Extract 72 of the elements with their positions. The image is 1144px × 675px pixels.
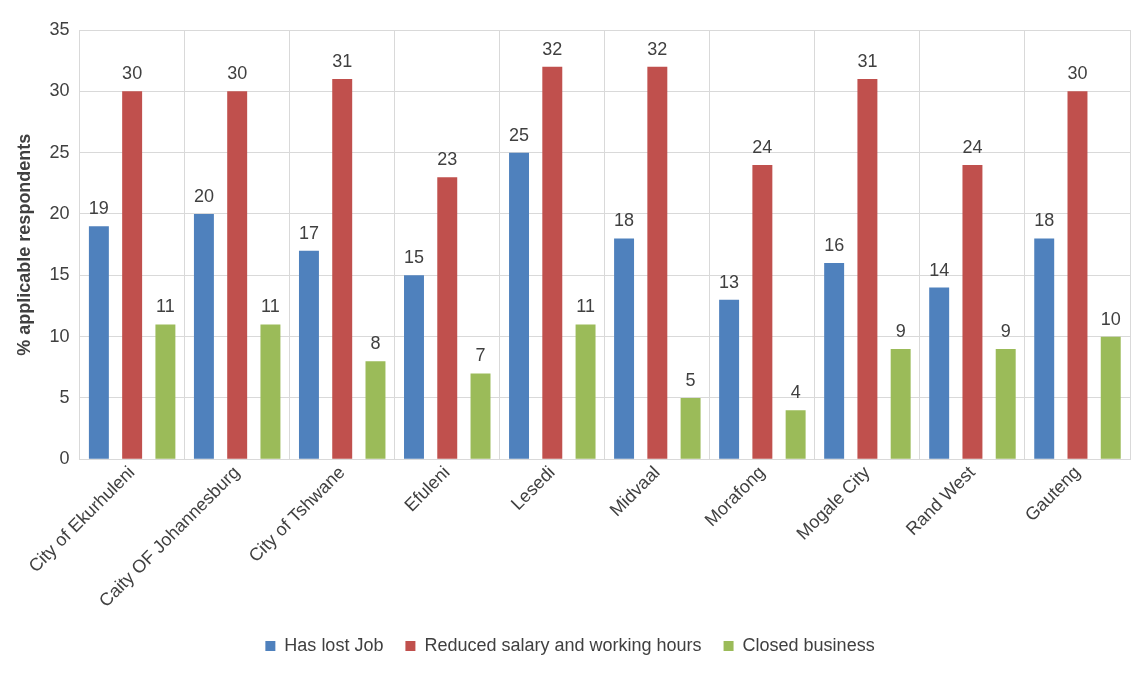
data-label: 19 xyxy=(88,198,109,219)
bar xyxy=(890,348,911,459)
bar xyxy=(680,397,701,459)
bar xyxy=(193,213,214,459)
data-label: 7 xyxy=(475,345,486,366)
y-tick-label: 20 xyxy=(49,202,70,223)
bar xyxy=(122,91,143,459)
y-tick-label: 25 xyxy=(49,141,70,162)
data-label: 8 xyxy=(370,333,381,354)
bar xyxy=(857,79,878,459)
bar xyxy=(995,348,1016,459)
bar xyxy=(88,226,109,459)
legend-label: Closed business xyxy=(742,634,875,655)
data-label: 5 xyxy=(685,369,696,390)
bar xyxy=(404,275,424,459)
bar xyxy=(752,164,773,459)
bar xyxy=(785,410,806,459)
bar xyxy=(470,373,491,459)
y-tick-label: 30 xyxy=(49,80,70,101)
data-label: 11 xyxy=(576,296,595,317)
data-label: 18 xyxy=(1034,210,1055,231)
data-label: 10 xyxy=(1100,308,1121,329)
bar xyxy=(1067,91,1088,459)
bar xyxy=(614,238,635,459)
data-label: 9 xyxy=(1000,320,1011,341)
data-label: 16 xyxy=(824,235,845,256)
y-tick-label: 35 xyxy=(49,18,70,39)
data-label: 17 xyxy=(298,222,319,243)
data-label: 24 xyxy=(752,136,773,157)
bar xyxy=(227,91,248,459)
bar xyxy=(542,66,563,459)
data-label: 25 xyxy=(509,124,530,145)
data-label: 4 xyxy=(790,382,801,403)
data-label: 9 xyxy=(895,320,906,341)
bar xyxy=(719,299,740,459)
data-label: 24 xyxy=(962,136,983,157)
data-label: 18 xyxy=(614,210,635,231)
data-label: 13 xyxy=(719,271,740,292)
bar xyxy=(929,287,950,459)
y-axis-title: % applicable respondents xyxy=(13,133,34,356)
y-tick-label: 15 xyxy=(49,264,70,285)
data-label: 15 xyxy=(403,247,425,268)
y-tick-label: 5 xyxy=(59,386,70,407)
data-label: 32 xyxy=(542,38,563,59)
bar xyxy=(155,324,176,459)
bar xyxy=(962,164,983,459)
bar xyxy=(1034,238,1055,459)
y-tick-label: 10 xyxy=(49,325,70,346)
bar xyxy=(437,177,458,459)
data-label: 23 xyxy=(437,149,458,170)
data-label: 11 xyxy=(156,296,175,317)
data-label: 31 xyxy=(332,51,353,72)
data-label: 20 xyxy=(193,185,214,206)
legend-label: Has lost Job xyxy=(284,634,384,655)
bar xyxy=(575,324,596,459)
data-label: 30 xyxy=(122,63,143,84)
bar xyxy=(1100,336,1121,459)
bar xyxy=(365,361,386,459)
legend-label: Reduced salary and working hours xyxy=(424,634,702,655)
bar xyxy=(332,79,353,459)
data-label: 11 xyxy=(261,296,280,317)
bar xyxy=(298,250,319,459)
bar xyxy=(647,66,668,459)
bar xyxy=(260,324,281,459)
bar xyxy=(824,263,845,459)
data-label: 31 xyxy=(857,51,878,72)
data-label: 32 xyxy=(647,38,668,59)
data-label: 30 xyxy=(227,63,248,84)
bar xyxy=(509,152,530,459)
data-label: 30 xyxy=(1067,63,1088,84)
data-label: 14 xyxy=(929,259,950,280)
y-tick-label: 0 xyxy=(59,448,70,469)
